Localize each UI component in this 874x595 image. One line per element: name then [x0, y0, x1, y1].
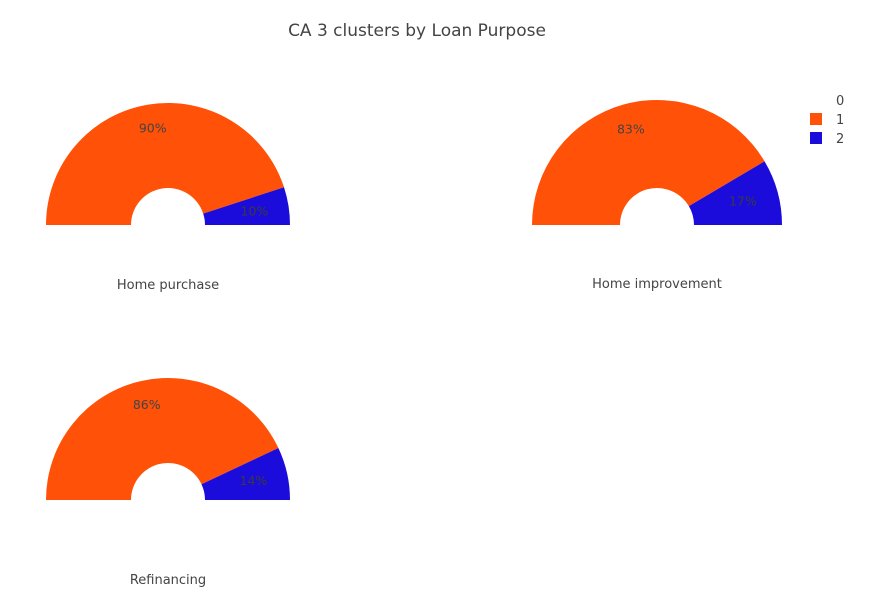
donut-0-label-0: 90% [139, 121, 167, 136]
donut-charts: 90% 10% Home purchase 83% 17% Home improvemen… [46, 99, 782, 588]
donut-2-slice-1[interactable] [201, 448, 290, 500]
donut-0-slice-0[interactable] [46, 103, 285, 225]
legend-label-0: 0 [836, 94, 844, 109]
donut-1-slice-0[interactable] [532, 99, 765, 225]
donut-1-label-1: 17% [729, 194, 757, 209]
donut-1-label-0: 83% [617, 122, 645, 137]
donut-2-label-1: 14% [239, 473, 267, 488]
donut-0-label-1: 10% [241, 203, 269, 218]
chart-title: CA 3 clusters by Loan Purpose [288, 21, 546, 41]
legend-swatch-2 [810, 132, 822, 144]
donut-2-slice-0[interactable] [46, 378, 279, 500]
donut-0-name: Home purchase [117, 278, 219, 293]
donut-1-name: Home improvement [592, 277, 722, 292]
legend: 0 1 2 [810, 94, 844, 147]
donut-2-label-0: 86% [133, 397, 161, 412]
legend-item-2[interactable]: 2 [810, 132, 844, 147]
donut-0-slice-1[interactable] [203, 187, 290, 225]
legend-label-1: 1 [836, 113, 844, 128]
legend-swatch-1 [810, 113, 822, 125]
legend-label-2: 2 [836, 132, 844, 147]
donut-1-slice-1[interactable] [688, 161, 782, 225]
legend-item-0[interactable]: 0 [836, 94, 844, 109]
legend-item-1[interactable]: 1 [810, 113, 844, 128]
donut-2-name: Refinancing [130, 573, 206, 588]
